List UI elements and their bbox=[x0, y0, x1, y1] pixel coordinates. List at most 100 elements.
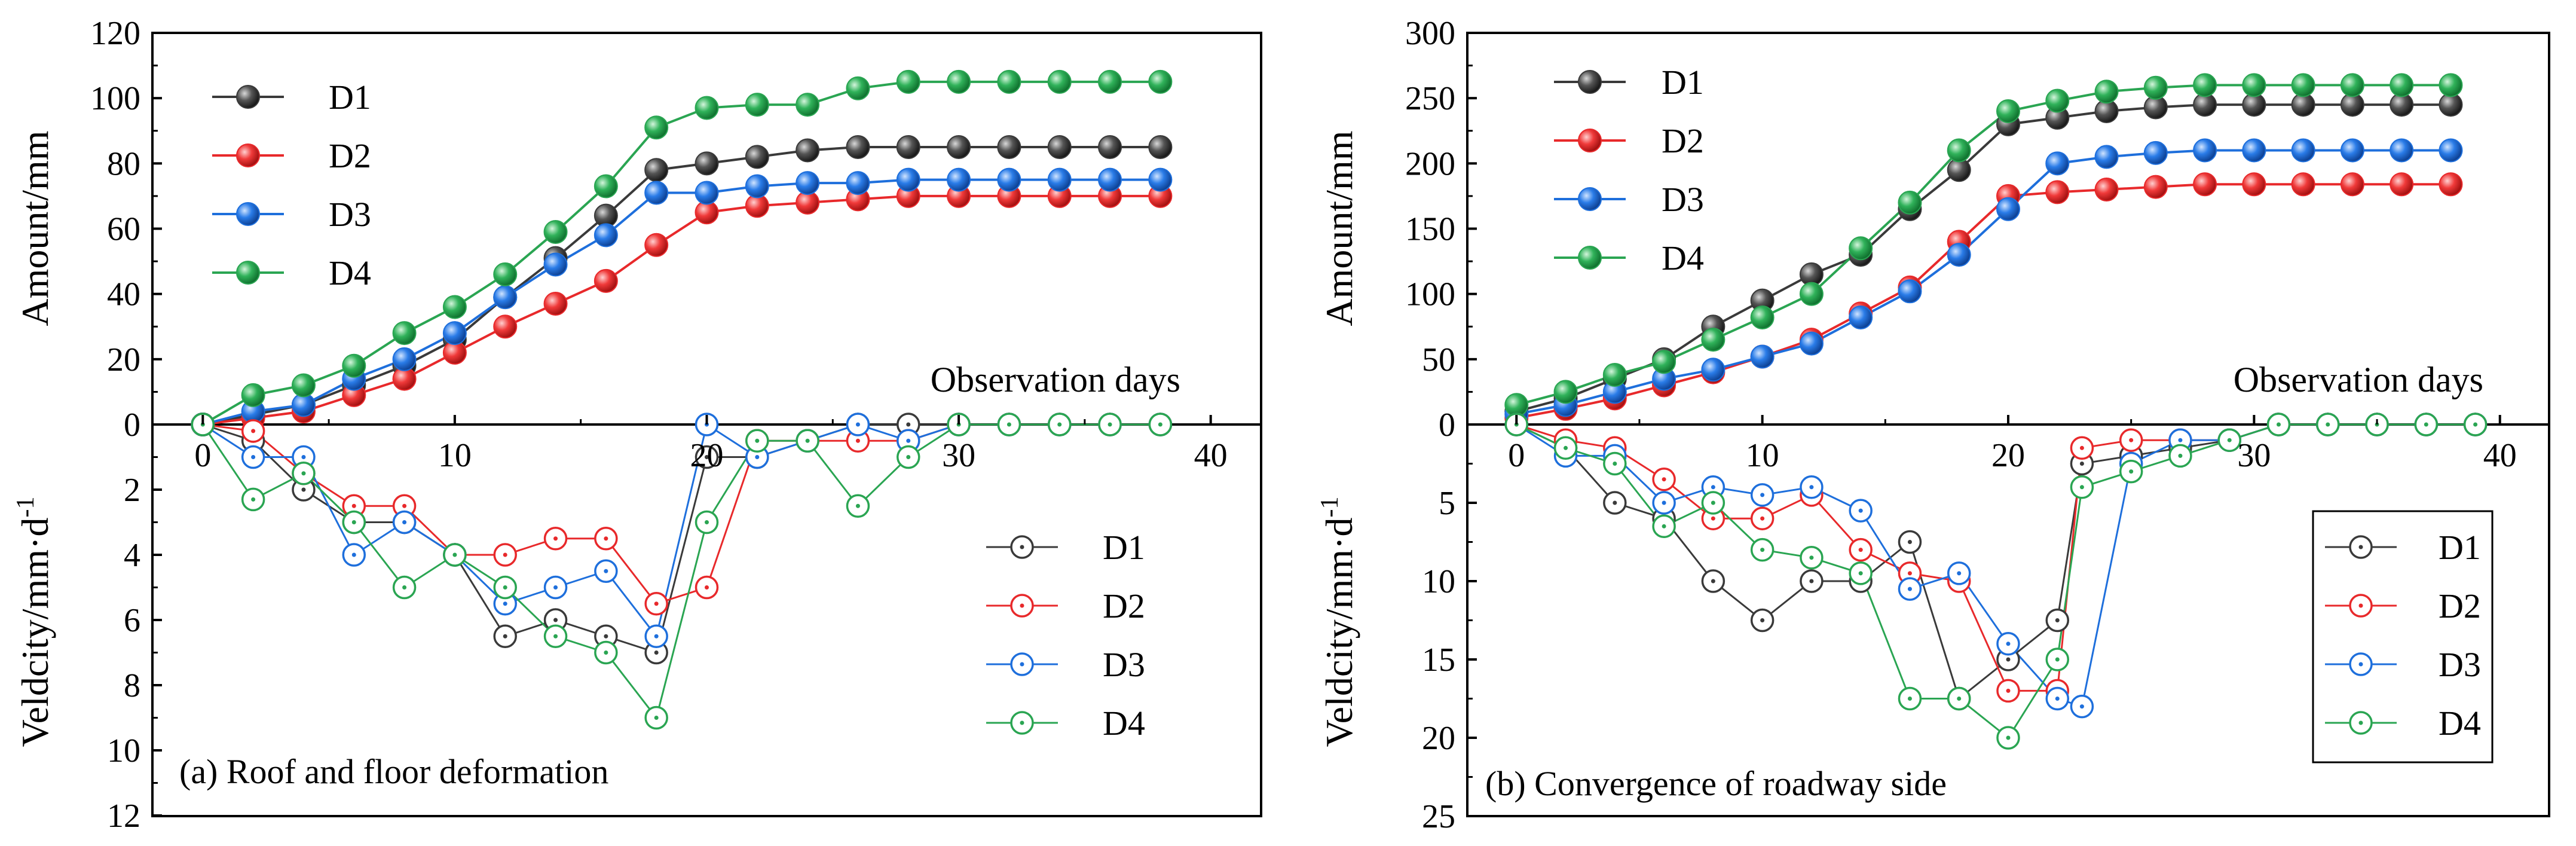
point-lower-b-D4-16 bbox=[2266, 413, 2291, 436]
point-lower-a-D4-6 bbox=[493, 575, 517, 600]
point-lower-b-D4-19 bbox=[2414, 413, 2439, 436]
point-lower-a-D2-4-dot bbox=[402, 503, 407, 508]
point-upper-b-D4-14 bbox=[2193, 73, 2217, 97]
point-lower-a-D3-7-dot bbox=[553, 585, 558, 590]
legend-upper-marker-b-D2 bbox=[1578, 129, 1602, 152]
legend-lower-marker-b-D4 bbox=[2349, 711, 2373, 735]
point-lower-a-D2-6 bbox=[493, 543, 517, 567]
point-lower-b-D1-4-dot bbox=[1711, 579, 1715, 584]
point-upper-b-D2-12 bbox=[2094, 178, 2119, 201]
point-lower-b-D3-3 bbox=[1652, 491, 1676, 515]
point-lower-b-D1-4 bbox=[1701, 569, 1726, 593]
y-upper-tick-label-a-0: 0 bbox=[124, 407, 140, 444]
point-lower-a-D4-5-dot bbox=[452, 552, 457, 557]
point-upper-a-D1-17 bbox=[1047, 135, 1072, 160]
point-lower-a-D4-9-dot bbox=[654, 716, 659, 720]
point-upper-b-D3-18 bbox=[2390, 138, 2414, 163]
point-lower-a-D2-1 bbox=[241, 419, 265, 443]
point-lower-a-D4-2-dot bbox=[301, 471, 306, 476]
point-lower-a-D4-13-dot bbox=[855, 503, 860, 508]
point-lower-b-D2-12 bbox=[2070, 436, 2094, 460]
point-lower-b-D4-3-dot bbox=[1662, 524, 1666, 529]
point-lower-a-D2-10 bbox=[695, 575, 719, 600]
point-upper-a-D1-9 bbox=[644, 158, 669, 182]
point-upper-b-D3-6 bbox=[1799, 331, 1824, 356]
point-lower-b-D4-12 bbox=[2070, 475, 2094, 499]
point-lower-a-D1-2-dot bbox=[301, 487, 306, 492]
point-lower-b-D3-12-dot bbox=[2079, 704, 2084, 709]
point-upper-a-D4-13 bbox=[846, 76, 870, 100]
point-lower-a-D4-2 bbox=[292, 462, 316, 485]
point-lower-a-D4-14 bbox=[897, 445, 920, 469]
point-lower-b-D3-7 bbox=[1849, 499, 1873, 523]
point-upper-a-D3-19 bbox=[1148, 167, 1173, 192]
point-lower-a-D4-19 bbox=[1148, 413, 1173, 436]
point-lower-b-D4-6-dot bbox=[1809, 555, 1814, 560]
y-axis-lower-a: 2 4 6 8 10 12 bbox=[107, 456, 162, 835]
point-upper-b-D4-15 bbox=[2242, 73, 2266, 97]
point-lower-b-D3-6 bbox=[1800, 475, 1824, 499]
point-lower-b-D3-5 bbox=[1750, 483, 1775, 507]
ylabel-lower-a-main: Veldcity/mm·d bbox=[14, 518, 56, 747]
point-lower-a-D2-10-dot bbox=[705, 585, 709, 590]
point-upper-a-D3-16 bbox=[997, 167, 1021, 192]
legend-lower-marker-a-D3 bbox=[1010, 652, 1034, 676]
caption-a: (a) Roof and floor deformation bbox=[179, 752, 608, 791]
point-lower-b-D4-17-dot bbox=[2326, 422, 2330, 427]
point-lower-b-D4-2-dot bbox=[1613, 462, 1617, 466]
point-lower-b-D1-5-dot bbox=[1760, 618, 1765, 622]
point-lower-b-D4-8 bbox=[1898, 686, 1922, 711]
x-tick-label-a-2: 20 bbox=[690, 437, 724, 474]
point-lower-b-D3-9 bbox=[1947, 561, 1971, 585]
point-upper-a-D3-8 bbox=[593, 223, 618, 248]
legend-lower-label-b-D3: D3 bbox=[2439, 645, 2481, 684]
point-lower-a-D2-8 bbox=[594, 527, 618, 551]
y-upper-tick-label-b-4: 200 bbox=[1405, 145, 1455, 182]
point-lower-a-D4-18 bbox=[1098, 413, 1122, 436]
point-lower-a-D4-3 bbox=[342, 510, 366, 535]
point-upper-a-D4-19 bbox=[1148, 69, 1173, 94]
point-lower-b-D4-10-dot bbox=[2006, 735, 2011, 740]
point-lower-b-D2-12-dot bbox=[2079, 445, 2084, 450]
y-lower-tick-label-b-4: 25 bbox=[1422, 798, 1455, 835]
point-lower-b-D4-9-dot bbox=[1957, 697, 1962, 701]
y-lower-tick-label-b-1: 10 bbox=[1422, 563, 1455, 600]
point-lower-a-D2-7-dot bbox=[553, 536, 558, 541]
point-lower-a-D4-17-dot bbox=[1057, 422, 1062, 427]
point-lower-b-D1-8-dot bbox=[1907, 540, 1912, 544]
point-lower-a-D4-10-dot bbox=[705, 520, 709, 524]
point-upper-a-D1-19 bbox=[1148, 135, 1173, 160]
point-upper-b-D3-15 bbox=[2242, 138, 2266, 163]
legend-lower-label-b-D1: D1 bbox=[2439, 528, 2481, 567]
point-lower-b-D3-11 bbox=[2045, 686, 2070, 711]
point-lower-a-D3-4-dot bbox=[402, 520, 407, 524]
legend-lower-marker-b-D1-dot bbox=[2358, 545, 2363, 549]
point-upper-a-D4-8 bbox=[593, 174, 618, 198]
point-upper-b-D3-4 bbox=[1701, 358, 1726, 382]
point-lower-b-D2-5-dot bbox=[1760, 516, 1765, 521]
point-lower-b-D4-11-dot bbox=[2055, 657, 2060, 662]
point-upper-a-D4-16 bbox=[997, 69, 1021, 94]
y-upper-tick-label-a-6: 120 bbox=[90, 15, 140, 52]
point-lower-a-D4-5 bbox=[443, 543, 467, 567]
legend-upper-b: D1 D2 D3 D4 bbox=[1554, 63, 1704, 277]
point-upper-a-D3-15 bbox=[947, 167, 971, 192]
legend-lower-marker-b-D2 bbox=[2349, 594, 2373, 618]
point-upper-a-D3-5 bbox=[442, 321, 467, 346]
legend-lower-label-a-D1: D1 bbox=[1103, 528, 1145, 567]
legend-box-lower-b bbox=[2312, 510, 2494, 763]
legend-lower-label-b-D2: D2 bbox=[2439, 587, 2481, 625]
point-lower-b-D1-11-dot bbox=[2055, 618, 2060, 622]
y-upper-tick-label-a-3: 60 bbox=[107, 211, 140, 248]
point-upper-b-D4-5 bbox=[1750, 305, 1775, 329]
point-lower-b-D4-1-dot bbox=[1564, 445, 1568, 450]
point-upper-a-D1-15 bbox=[947, 135, 971, 160]
point-lower-b-D3-5-dot bbox=[1760, 493, 1765, 497]
point-upper-a-D4-6 bbox=[493, 262, 518, 286]
point-lower-b-D4-14-dot bbox=[2178, 453, 2183, 458]
y-axis-upper-b: 0 50 100 150 200 250 300 bbox=[1405, 15, 1477, 444]
point-lower-a-D4-8 bbox=[594, 640, 618, 665]
point-lower-a-D4-11 bbox=[745, 429, 769, 453]
point-lower-b-D3-3-dot bbox=[1662, 500, 1666, 505]
point-upper-a-D4-14 bbox=[896, 69, 920, 94]
